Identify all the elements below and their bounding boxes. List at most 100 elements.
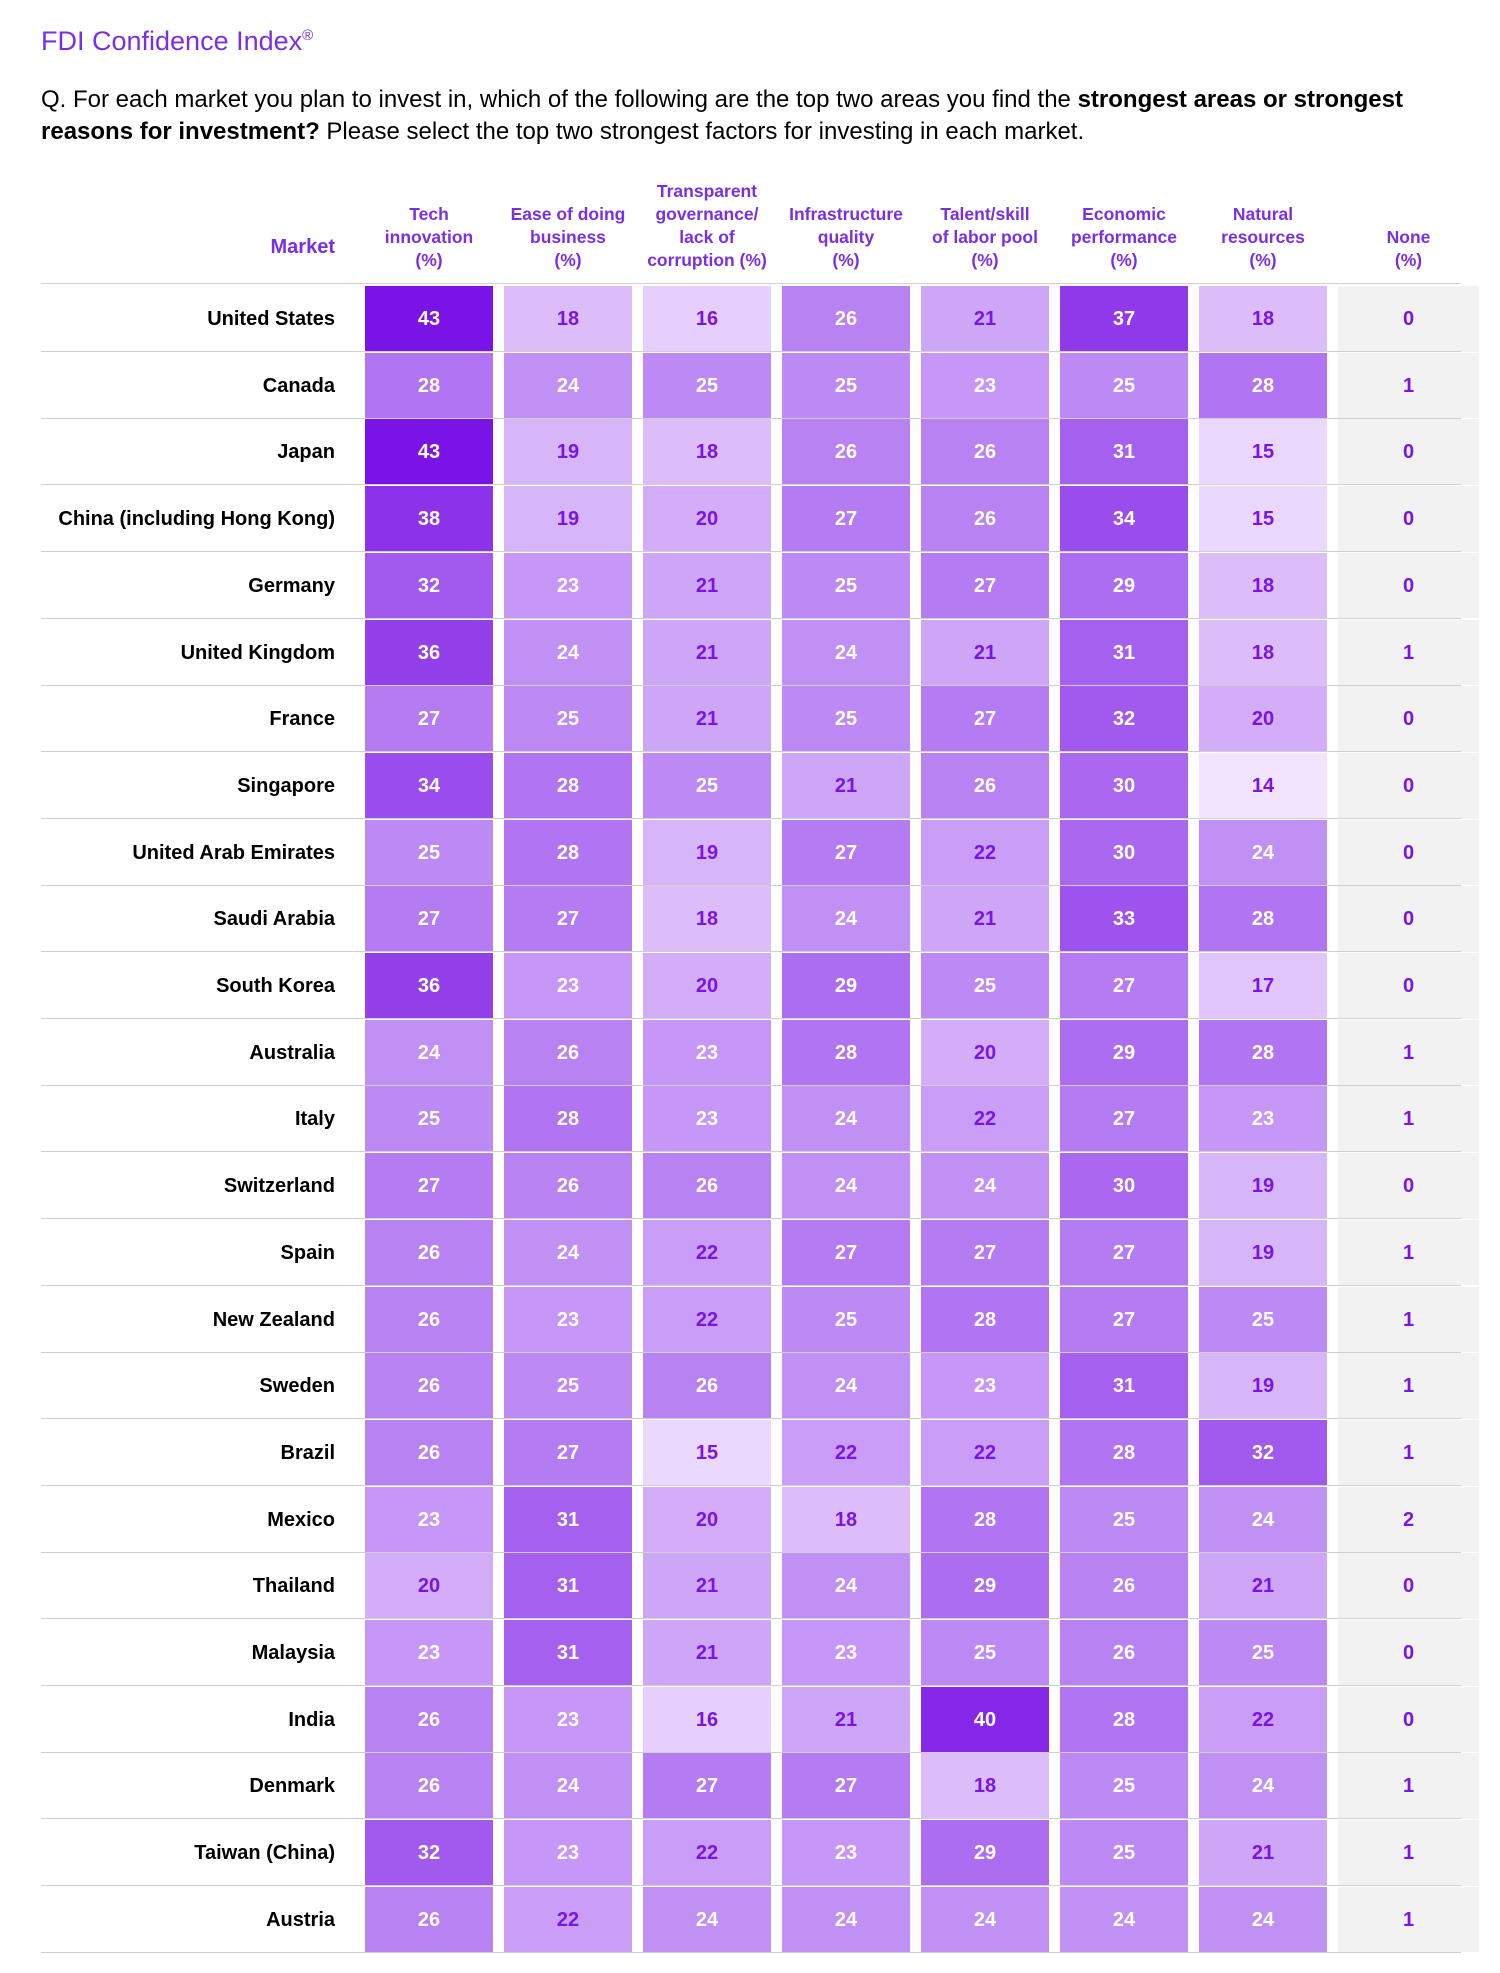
market-label: China (including Hong Kong) xyxy=(58,508,335,531)
column-header-line: Infrastructure xyxy=(789,204,903,224)
heat-cell: 22 xyxy=(921,1419,1049,1486)
column-header-line: Ease of doing xyxy=(510,204,626,224)
row-divider xyxy=(41,1484,1461,1486)
heat-cell: 30 xyxy=(1060,819,1188,886)
question-text-bold: strongest areas or strongest reasons for… xyxy=(41,86,1403,145)
heat-cell: 27 xyxy=(1060,1286,1188,1353)
heat-cell: 28 xyxy=(1060,1686,1188,1753)
table-row: United Kingdom 36 24 21 24 21 31 18 1 xyxy=(41,619,1479,686)
heat-cell: 19 xyxy=(504,486,632,552)
row-divider xyxy=(41,417,1461,419)
heat-cell: 25 xyxy=(504,686,632,752)
heat-cell: 43 xyxy=(365,286,493,352)
heat-cell: 23 xyxy=(643,1086,771,1153)
column-header-line: Transparent xyxy=(656,181,758,201)
heat-cell: 21 xyxy=(643,619,771,686)
column-header-line: Economic xyxy=(1082,204,1166,224)
heat-cell: 24 xyxy=(1199,1753,1327,1820)
heat-cell: 18 xyxy=(504,286,632,352)
none-cell: 0 xyxy=(1338,286,1479,352)
heat-cell: 40 xyxy=(921,1686,1049,1753)
market-column-header: Market xyxy=(270,236,335,258)
heat-cell: 26 xyxy=(365,1219,493,1286)
heat-cell: 31 xyxy=(1060,619,1188,686)
market-label: United States xyxy=(207,308,335,330)
heat-cell: 21 xyxy=(782,1686,910,1753)
column-header-line: (%) xyxy=(554,250,582,270)
heat-cell: 28 xyxy=(504,752,632,819)
heat-cell: 19 xyxy=(504,419,632,486)
heat-cell: 32 xyxy=(1060,686,1188,752)
heat-cell: 20 xyxy=(643,486,771,552)
heat-cell: 25 xyxy=(782,686,910,752)
table-row: Australia 24 26 23 28 20 29 28 1 xyxy=(41,1019,1479,1086)
market-label: Saudi Arabia xyxy=(213,908,335,931)
none-cell: 1 xyxy=(1338,1286,1479,1353)
heat-cell: 23 xyxy=(643,1019,771,1086)
column-header-line: performance xyxy=(1070,227,1177,247)
market-label: New Zealand xyxy=(212,1308,335,1331)
heat-cell: 17 xyxy=(1199,953,1327,1019)
heat-cell: 14 xyxy=(1199,752,1327,819)
heat-cell: 24 xyxy=(1199,1486,1327,1553)
row-divider xyxy=(41,1418,1461,1420)
heat-cell: 26 xyxy=(504,1019,632,1086)
market-label: United Arab Emirates xyxy=(132,841,335,864)
table-row: Denmark 26 24 27 27 18 25 24 1 xyxy=(41,1753,1479,1820)
market-label: Denmark xyxy=(249,1775,335,1798)
column-header-line: (%) xyxy=(415,250,443,270)
row-divider xyxy=(41,1551,1461,1553)
heat-cell: 25 xyxy=(782,352,910,419)
heat-cell: 21 xyxy=(1199,1820,1327,1886)
heat-cell: 26 xyxy=(643,1353,771,1419)
heat-cell: 28 xyxy=(921,1286,1049,1353)
heat-cell: 28 xyxy=(1199,352,1327,419)
market-label: Brazil xyxy=(280,1441,335,1464)
heat-cell: 15 xyxy=(1199,419,1327,486)
heat-cell: 25 xyxy=(782,552,910,619)
table-row: Canada 28 24 25 25 23 25 28 1 xyxy=(41,352,1479,419)
heat-cell: 25 xyxy=(365,1086,493,1153)
heat-cell: 24 xyxy=(782,1353,910,1419)
heat-cell: 31 xyxy=(504,1486,632,1553)
heat-cell: 23 xyxy=(365,1486,493,1553)
none-cell: 0 xyxy=(1338,1686,1479,1753)
heat-cell: 24 xyxy=(921,1153,1049,1219)
heat-cell: 23 xyxy=(504,953,632,1019)
heat-cell: 20 xyxy=(643,953,771,1019)
heat-cell: 31 xyxy=(1060,1353,1188,1419)
heat-cell: 26 xyxy=(365,1886,493,1953)
heat-cell: 15 xyxy=(1199,486,1327,552)
heat-cell: 26 xyxy=(782,286,910,352)
table-row: France 27 25 21 25 27 32 20 0 xyxy=(41,686,1479,753)
heat-cell: 27 xyxy=(1060,1086,1188,1153)
none-cell: 2 xyxy=(1338,1486,1479,1553)
table-row: Taiwan (China) 32 23 22 23 29 25 21 1 xyxy=(41,1820,1479,1887)
column-header-5: Talent/skill of labor pool (%) xyxy=(921,172,1049,272)
heat-cell: 24 xyxy=(504,352,632,419)
heat-cell: 19 xyxy=(1199,1353,1327,1419)
market-label: Canada xyxy=(262,374,335,397)
heat-cell: 31 xyxy=(1060,419,1188,486)
heat-cell: 26 xyxy=(921,419,1049,486)
heat-cell: 31 xyxy=(504,1553,632,1619)
heat-cell: 26 xyxy=(643,1153,771,1219)
column-header-line: resources xyxy=(1221,227,1305,247)
heat-cell: 27 xyxy=(782,486,910,552)
none-cell: 0 xyxy=(1338,419,1479,486)
market-label: Australia xyxy=(249,1041,335,1064)
heat-cell: 25 xyxy=(1199,1286,1327,1353)
table-row: United States 43 18 16 26 21 37 18 0 xyxy=(41,286,1479,352)
market-label: Taiwan (China) xyxy=(194,1842,335,1865)
heat-cell: 19 xyxy=(643,819,771,886)
heat-cell: 32 xyxy=(365,552,493,619)
column-header-2: Ease of doing business (%) xyxy=(504,172,632,272)
market-label: Switzerland xyxy=(223,1175,335,1198)
heat-cell: 28 xyxy=(921,1486,1049,1553)
column-header-line: Natural xyxy=(1232,204,1294,224)
heat-cell: 21 xyxy=(643,686,771,752)
market-label: United Kingdom xyxy=(180,641,335,664)
none-cell: 1 xyxy=(1338,619,1479,686)
heat-cell: 25 xyxy=(921,1620,1049,1686)
market-label: Malaysia xyxy=(251,1642,335,1664)
